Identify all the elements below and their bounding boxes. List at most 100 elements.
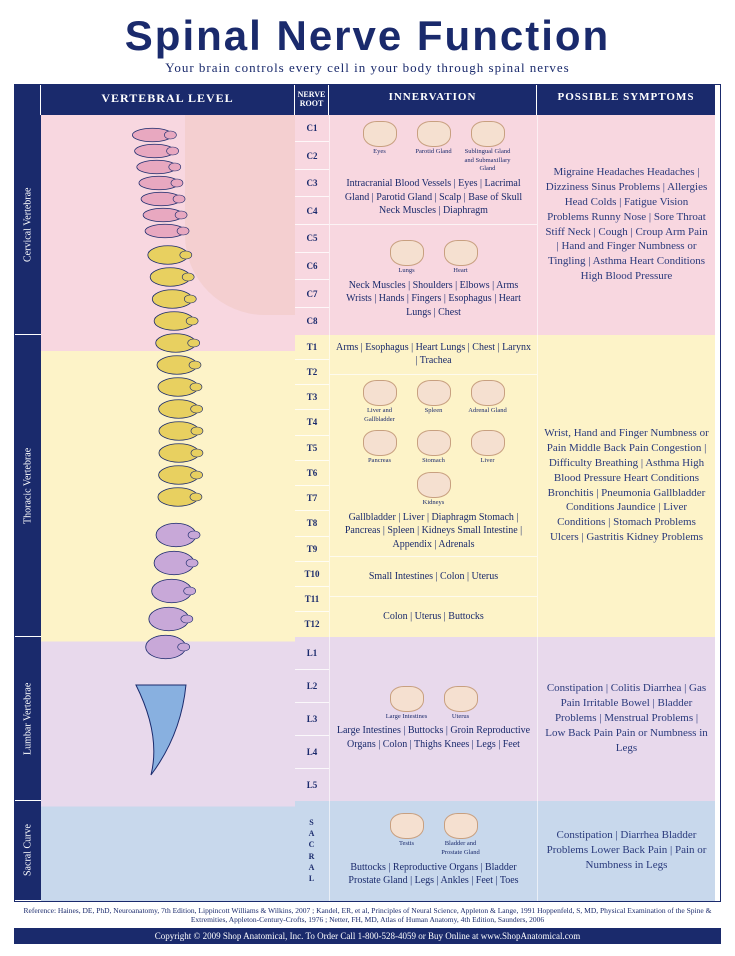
nerve-root-C7: C7 — [295, 280, 329, 308]
spine-illustration — [41, 115, 295, 901]
innervation-text: Small Intestines | Colon | Uterus — [336, 570, 531, 584]
symptoms-thoracic: Wrist, Hand and Finger Numbness or Pain … — [537, 335, 715, 637]
organ-icon: Heart — [437, 240, 485, 276]
nerve-root-T6: T6 — [295, 461, 329, 486]
innervation-text: Intracranial Blood Vessels | Eyes | Lacr… — [336, 177, 531, 218]
organ-icon: Liver — [464, 430, 512, 466]
organ-label: Spleen — [425, 407, 443, 416]
organ-label: Liver and Gallbladder — [356, 407, 404, 425]
organ-icon: Uterus — [437, 686, 485, 722]
organ-icon: Spleen — [410, 380, 458, 425]
nerve-root-C1: C1 — [295, 115, 329, 143]
organ-label: Uterus — [452, 713, 469, 722]
organ-icon: Stomach — [410, 430, 458, 466]
organ-icon: Sublingual Gland and Submaxillary Gland — [464, 121, 512, 174]
nerve-root-T8: T8 — [295, 511, 329, 536]
organ-shape — [363, 121, 397, 147]
innervation-block: Colon | Uterus | Buttocks — [329, 597, 537, 636]
nerve-group-thoracic: T1T2T3T4T5T6T7T8T9T10T11T12 — [295, 335, 329, 637]
organ-label: Bladder and Prostate Gland — [437, 840, 485, 858]
nerve-root-T9: T9 — [295, 537, 329, 562]
organ-shape — [390, 686, 424, 712]
innervation-block: Large Intestines Uterus Large Intestines |… — [329, 637, 537, 801]
innervation-text: Neck Muscles | Shoulders | Elbows | Arms… — [336, 279, 531, 320]
nerve-root-T1: T1 — [295, 335, 329, 360]
nerve-root-C3: C3 — [295, 170, 329, 198]
header-vertebral: VERTEBRAL LEVEL — [41, 85, 295, 115]
organ-label: Kidneys — [423, 499, 445, 508]
innervation-cervical: Eyes Parotid Gland Sublingual Gland and Su… — [329, 115, 537, 335]
sacral-letter: C — [309, 839, 316, 850]
nerve-root-C6: C6 — [295, 253, 329, 281]
organ-icon: Pancreas — [356, 430, 404, 466]
nerve-root-T10: T10 — [295, 562, 329, 587]
header-innervation: INNERVATION — [329, 85, 537, 115]
organ-label: Stomach — [422, 457, 445, 466]
organ-shape — [417, 121, 451, 147]
copyright-bar: Copyright © 2009 Shop Anatomical, Inc. T… — [14, 928, 721, 944]
organ-icon: Eyes — [356, 121, 404, 174]
nerve-root-L1: L1 — [295, 637, 329, 670]
nerve-root-T5: T5 — [295, 436, 329, 461]
innervation-block: Arms | Esophagus | Heart Lungs | Chest |… — [329, 335, 537, 375]
organ-label: Eyes — [373, 148, 386, 157]
innervation-block: Small Intestines | Colon | Uterus — [329, 557, 537, 597]
organ-icon: Lungs — [383, 240, 431, 276]
nerve-root-T7: T7 — [295, 486, 329, 511]
organ-label: Pancreas — [368, 457, 391, 466]
innervation-text: Gallbladder | Liver | Diaphragm Stomach … — [336, 511, 531, 552]
organ-label: Lungs — [398, 267, 414, 276]
symptoms-cervical: Migraine Headaches Headaches | Dizziness… — [537, 115, 715, 335]
organ-row: Large Intestines Uterus — [336, 686, 531, 722]
organ-label: Liver — [480, 457, 494, 466]
symptoms-sacral: Constipation | Diarrhea Bladder Problems… — [537, 801, 715, 901]
spinal-chart: VERTEBRAL LEVEL NERVE ROOT INNERVATION P… — [14, 84, 721, 902]
organ-icon: Parotid Gland — [410, 121, 458, 174]
nerve-root-T11: T11 — [295, 587, 329, 612]
organ-shape — [471, 380, 505, 406]
side-label-cervical: Cervical Vertebrae — [15, 115, 41, 335]
references-text: Reference: Haines, DE, PhD, Neuroanatomy… — [14, 906, 721, 926]
innervation-block: Eyes Parotid Gland Sublingual Gland and Su… — [329, 115, 537, 226]
sacral-letter: A — [309, 828, 316, 839]
organ-row: Lungs Heart — [336, 240, 531, 276]
sacral-letter: A — [309, 862, 316, 873]
nerve-group-sacral: SACRAL — [295, 801, 329, 901]
page-title: Spinal Nerve Function — [14, 12, 721, 60]
page-subtitle: Your brain controls every cell in your b… — [14, 60, 721, 76]
organ-row: Eyes Parotid Gland Sublingual Gland and Su… — [336, 121, 531, 174]
organ-label: Large Intestines — [386, 713, 428, 722]
side-label-thoracic: Thoracic Vertebrae — [15, 335, 41, 637]
organ-shape — [417, 472, 451, 498]
sacral-letter: R — [309, 851, 316, 862]
organ-shape — [390, 813, 424, 839]
header-nerve: NERVE ROOT — [295, 85, 329, 115]
symptoms-lumbar: Constipation | Colitis Diarrhea | Gas Pa… — [537, 637, 715, 801]
nerve-root-T4: T4 — [295, 410, 329, 435]
innervation-thoracic: Arms | Esophagus | Heart Lungs | Chest |… — [329, 335, 537, 637]
organ-icon: Testis — [383, 813, 431, 858]
organ-shape — [390, 240, 424, 266]
organ-row: Testis Bladder and Prostate Gland — [336, 813, 531, 858]
side-label-lumbar: Lumbar Vertebrae — [15, 637, 41, 801]
innervation-text: Arms | Esophagus | Heart Lungs | Chest |… — [336, 341, 531, 368]
nerve-root-C5: C5 — [295, 225, 329, 253]
innervation-block: TestisBladder and Prostate GlandButtocks… — [329, 801, 537, 901]
organ-label: Parotid Gland — [415, 148, 451, 157]
nerve-group-lumbar: L1L2L3L4L5 — [295, 637, 329, 801]
organ-icon: Bladder and Prostate Gland — [437, 813, 485, 858]
organ-shape — [471, 121, 505, 147]
organ-shape — [444, 813, 478, 839]
spine-svg — [91, 125, 251, 885]
organ-label: Heart — [453, 267, 467, 276]
nerve-root-T12: T12 — [295, 612, 329, 636]
organ-shape — [363, 380, 397, 406]
organ-shape — [417, 430, 451, 456]
innervation-text: Large Intestines | Buttocks | Groin Repr… — [336, 724, 531, 751]
organ-icon: Liver and Gallbladder — [356, 380, 404, 425]
nerve-group-cervical: C1C2C3C4C5C6C7C8 — [295, 115, 329, 335]
nerve-root-T2: T2 — [295, 360, 329, 385]
nerve-root-C2: C2 — [295, 142, 329, 170]
organ-icon: Large Intestines — [383, 686, 431, 722]
organ-shape — [444, 686, 478, 712]
